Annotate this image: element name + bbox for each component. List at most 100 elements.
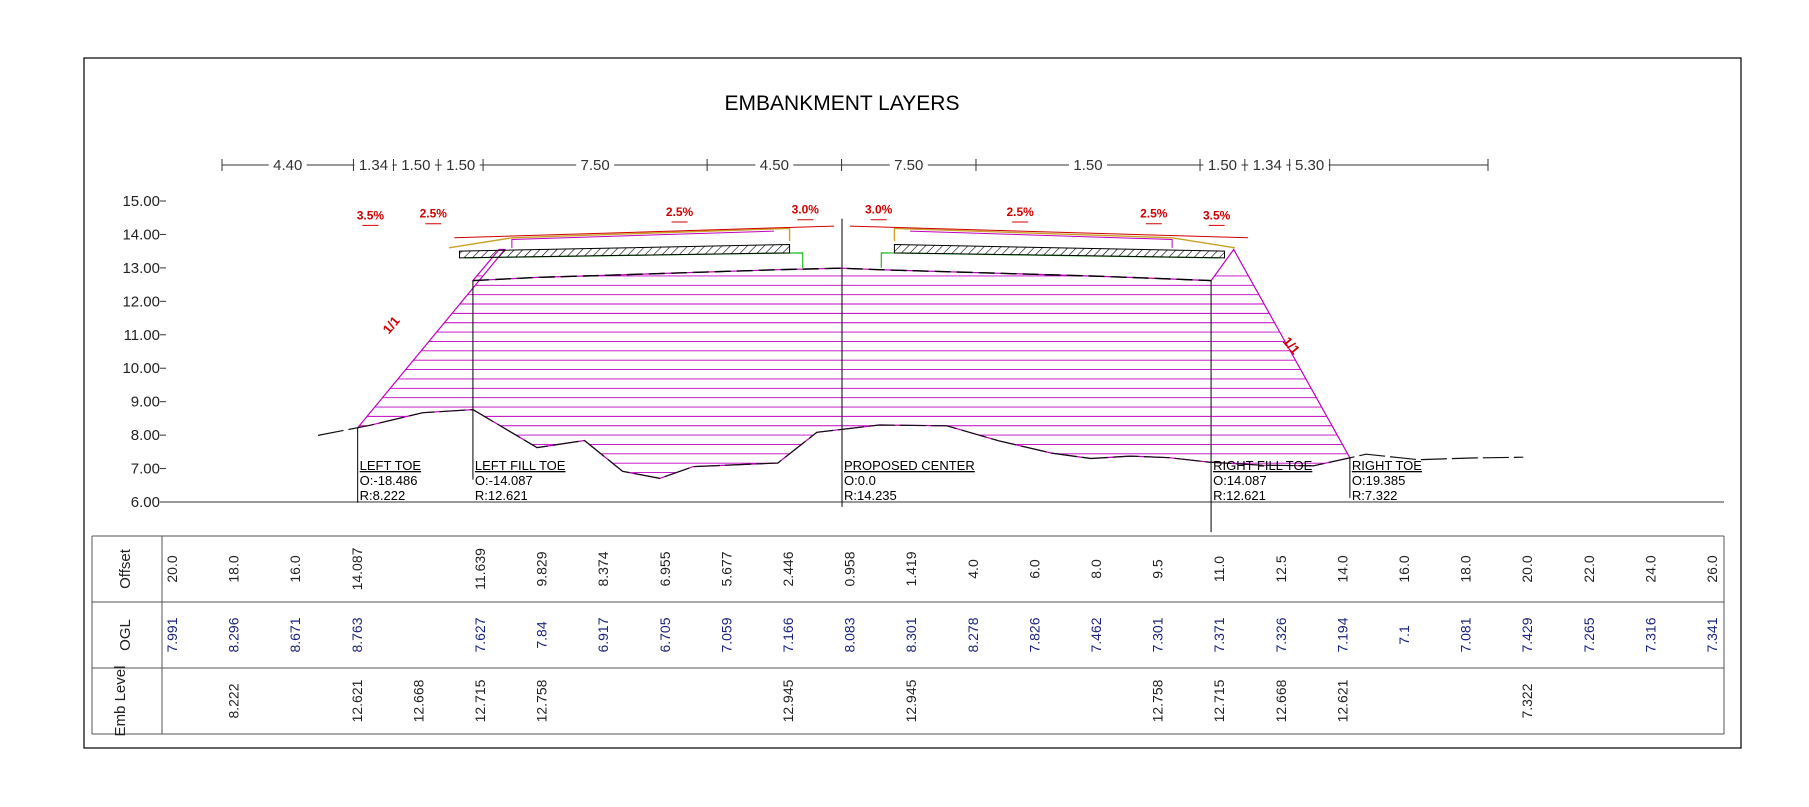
dimension-label: 1.50 (1073, 157, 1102, 174)
grade-label-right: 3.0% (865, 203, 893, 217)
y-tick-label: 13.00 (122, 260, 160, 277)
table-cell-ogl: 7.1 (1396, 625, 1412, 645)
y-tick-label: 12.00 (122, 293, 160, 310)
dimension-label: 4.40 (273, 157, 302, 174)
side-slope-label-left: 1/1 (380, 313, 403, 336)
y-tick-label: 11.00 (124, 327, 160, 344)
table-cell-emb: 7.322 (1519, 683, 1535, 718)
dimension-label: 1.50 (401, 157, 430, 174)
y-tick-label: 9.00 (131, 394, 160, 411)
point-name: PROPOSED CENTER (844, 458, 975, 473)
point-name: LEFT TOE (360, 458, 422, 473)
grade-label-left: 3.0% (792, 203, 820, 217)
table-cell-ogl: 8.763 (349, 617, 365, 652)
grade-label-left: 2.5% (420, 207, 448, 221)
dimension-label: 1.50 (1208, 157, 1237, 174)
dimension-label-bg (441, 156, 480, 174)
table-cell-offset: 9.5 (1150, 559, 1166, 579)
dimension-label: 7.50 (581, 157, 610, 174)
table-cell-offset: 6.0 (1026, 559, 1042, 579)
table-row-label: OGL (117, 619, 134, 651)
table-cell-emb: 12.715 (1211, 679, 1227, 722)
table-cell-ogl: 7.429 (1519, 617, 1535, 652)
table-cell-offset: 2.446 (780, 551, 796, 586)
drawing-title: EMBANKMENT LAYERS (725, 92, 960, 115)
table-cell-offset: 16.0 (1396, 555, 1412, 582)
table-cell-emb: 12.668 (410, 679, 426, 722)
grade-label-right: 3.5% (1203, 208, 1231, 222)
table-cell-emb: 12.715 (472, 679, 488, 722)
table-cell-offset: 20.0 (164, 555, 180, 582)
dimension-label-bg (889, 156, 928, 174)
table-cell-ogl: 7.301 (1150, 617, 1166, 652)
table-cell-emb: 8.222 (226, 683, 242, 718)
point-name: RIGHT TOE (1352, 458, 1422, 473)
table-cell-offset: 22.0 (1581, 555, 1597, 582)
embankment-layers (357, 275, 1350, 474)
table-cell-ogl: 7.166 (780, 617, 796, 652)
point-offset: O:-18.486 (360, 473, 418, 488)
table-row-label: Offset (117, 548, 134, 589)
dimension-label-bg (755, 156, 794, 174)
dimension-label-bg (1290, 156, 1329, 174)
y-tick-label: 15.00 (122, 193, 160, 210)
y-tick-label: 10.00 (122, 360, 160, 377)
grade-label-right: 2.5% (1006, 205, 1034, 219)
point-level: R:12.621 (1213, 488, 1266, 503)
surface-course (448, 227, 791, 249)
table-cell-ogl: 8.278 (965, 617, 981, 652)
y-axis: 15.00 14.00 13.00 12.00 11.00 10.00 9.00 8.00 7.… (122, 193, 1724, 511)
table-cell-offset: 5.677 (718, 551, 734, 586)
dimension-label: 5.30 (1295, 157, 1324, 174)
table-cell-offset: 8.374 (595, 551, 611, 586)
base-course (893, 243, 1226, 259)
binder-course (910, 230, 1173, 248)
dimension-label: 4.50 (760, 157, 789, 174)
table-cell-offset: 16.0 (287, 555, 303, 582)
dimension-label-bg (576, 156, 615, 174)
table-cell-emb: 12.945 (780, 679, 796, 722)
table-cell-ogl: 8.083 (842, 617, 858, 652)
table-cell-emb: 12.668 (1273, 679, 1289, 722)
fill-top-line (472, 267, 1212, 282)
table-cell-offset: 24.0 (1642, 555, 1658, 582)
point-offset: O:19.385 (1352, 473, 1406, 488)
y-tick-label: 8.00 (131, 427, 160, 444)
table-cell-offset: 18.0 (226, 555, 242, 582)
table-cell-offset: 26.0 (1704, 555, 1720, 582)
table-cell-ogl: 6.705 (657, 617, 673, 652)
grade-label-right: 2.5% (1140, 207, 1168, 221)
point-level: R:7.322 (1352, 488, 1398, 503)
base-course (458, 243, 791, 259)
table-cell-ogl: 6.917 (595, 617, 611, 652)
dimension-label-bg (1069, 156, 1108, 174)
y-tick-label: 14.00 (122, 226, 160, 243)
original-ground-line (317, 408, 1524, 480)
table-cell-ogl: 7.627 (472, 617, 488, 652)
table-cell-ogl: 8.301 (903, 617, 919, 652)
point-offset: O:0.0 (844, 473, 876, 488)
table-cell-ogl: 7.316 (1642, 617, 1658, 652)
dimension-label-bg (354, 156, 393, 174)
grade-label-left: 3.5% (357, 208, 385, 222)
table-cell-offset: 11.0 (1211, 556, 1227, 582)
dimension-label-bg (1248, 156, 1287, 174)
crown-line-left (454, 225, 835, 239)
table-cell-offset: 18.0 (1458, 555, 1474, 582)
table-cell-offset: 6.955 (657, 551, 673, 586)
table-cell-ogl: 7.265 (1581, 617, 1597, 652)
y-tick-label: 6.00 (131, 494, 160, 511)
table-cell-emb: 12.945 (903, 679, 919, 722)
table-cell-offset: 14.0 (1334, 555, 1350, 582)
dimension-label-bg (1203, 156, 1242, 174)
dimension-label: 1.34 (359, 157, 388, 174)
point-offset: O:14.087 (1213, 473, 1267, 488)
point-level: R:8.222 (360, 488, 406, 503)
table-cell-offset: 14.087 (349, 547, 365, 590)
table-cell-ogl: 7.341 (1704, 617, 1720, 652)
point-name: RIGHT FILL TOE (1213, 458, 1313, 473)
crown-line-right (849, 225, 1249, 239)
ground-profile-line (317, 408, 1524, 480)
